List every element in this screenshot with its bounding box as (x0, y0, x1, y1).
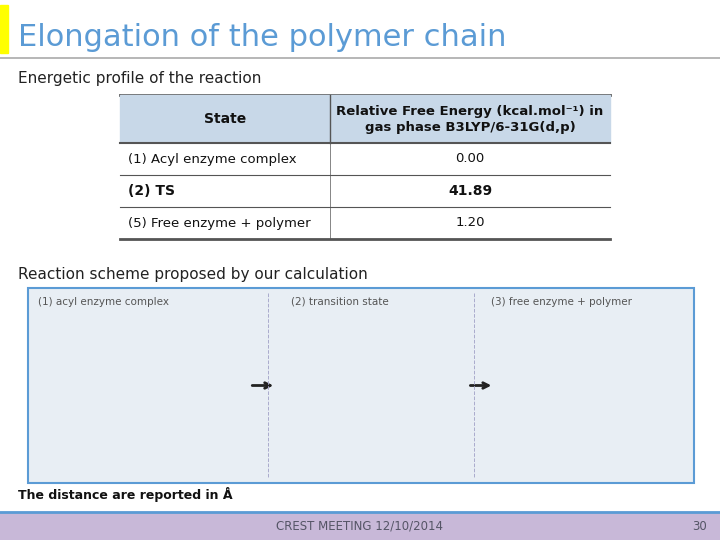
Text: Elongation of the polymer chain: Elongation of the polymer chain (18, 24, 506, 52)
Text: gas phase B3LYP/6-31G(d,p): gas phase B3LYP/6-31G(d,p) (364, 120, 575, 133)
Bar (0, 512, 720, 540)
Text: Reaction scheme proposed by our calculation: Reaction scheme proposed by our calculat… (18, 267, 368, 282)
Text: (3) free enzyme + polymer: (3) free enzyme + polymer (491, 297, 632, 307)
Text: Relative Free Energy (kcal.mol⁻¹) in: Relative Free Energy (kcal.mol⁻¹) in (336, 105, 603, 118)
Text: (2) transition state: (2) transition state (291, 297, 389, 307)
Text: CREST MEETING 12/10/2014: CREST MEETING 12/10/2014 (276, 519, 444, 532)
Text: The distance are reported in Å: The distance are reported in Å (18, 488, 233, 503)
Text: 41.89: 41.89 (448, 184, 492, 198)
Bar (120, 175, 610, 207)
Bar (120, 143, 610, 175)
Bar (0, 5, 8, 53)
Bar (120, 95, 610, 143)
Text: (2) TS: (2) TS (128, 184, 175, 198)
Text: State: State (204, 112, 246, 126)
Text: 0.00: 0.00 (455, 152, 485, 165)
Bar (28, 288, 694, 483)
Bar (120, 207, 610, 239)
Text: Energetic profile of the reaction: Energetic profile of the reaction (18, 71, 261, 85)
Text: (1) Acyl enzyme complex: (1) Acyl enzyme complex (128, 152, 297, 165)
Text: 30: 30 (693, 519, 707, 532)
Text: (5) Free enzyme + polymer: (5) Free enzyme + polymer (128, 217, 310, 230)
Text: 1.20: 1.20 (455, 217, 485, 230)
Text: (1) acyl enzyme complex: (1) acyl enzyme complex (38, 297, 169, 307)
